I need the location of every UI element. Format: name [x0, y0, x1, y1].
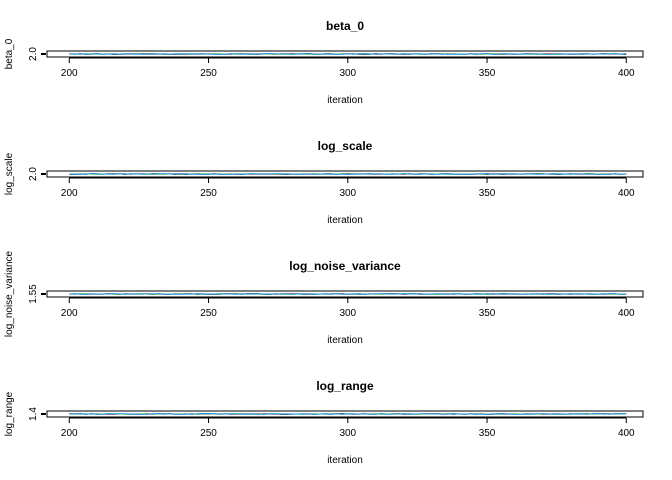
trace-line-series-4	[69, 293, 627, 295]
x-tick-label: 400	[618, 428, 635, 439]
x-tick-label: 250	[200, 68, 217, 79]
y-axis-label: log_scale	[4, 152, 15, 195]
trace-line-series-4	[69, 53, 627, 55]
x-axis-label: iteration	[327, 335, 363, 346]
y-axis-label: log_range	[4, 391, 15, 436]
trace-panel-2: log_noise_variance 200 250 300 350 400 1.55 ite…	[4, 250, 644, 346]
trace-line-series-4	[69, 413, 627, 415]
plot-frame	[46, 50, 644, 58]
series-group	[69, 413, 627, 415]
x-tick-label: 250	[200, 308, 217, 319]
x-tick-label: 350	[479, 188, 496, 199]
plot-frame	[46, 290, 644, 298]
x-axis-label: iteration	[327, 455, 363, 466]
x-axis-label: iteration	[327, 215, 363, 226]
trace-panel-0: beta_0 200 250 300 350 400 2.0 iteration beta_0	[4, 19, 644, 106]
x-tick-label: 200	[61, 68, 78, 79]
x-tick-label: 300	[339, 428, 356, 439]
trace-line-series-4	[69, 173, 627, 175]
x-tick-label: 400	[618, 308, 635, 319]
series-group	[69, 173, 627, 175]
trace-panel-3: log_range 200 250 300 350 400 1.4 iteration log_…	[4, 379, 644, 466]
x-tick-label: 200	[61, 188, 78, 199]
trace-panel-1: log_scale 200 250 300 350 400 2.0 iteration log_…	[4, 139, 644, 226]
x-tick-label: 400	[618, 188, 635, 199]
x-tick-label: 300	[339, 308, 356, 319]
plot-frame	[46, 410, 644, 418]
x-tick-label: 350	[479, 68, 496, 79]
y-tick-label: 2.0	[28, 47, 39, 61]
y-tick-label: 1.4	[28, 407, 39, 421]
x-tick-label: 300	[339, 188, 356, 199]
y-tick-label: 1.55	[28, 284, 39, 304]
panel-title: log_range	[316, 379, 374, 393]
y-tick-label: 2.0	[28, 167, 39, 181]
x-tick-label: 300	[339, 68, 356, 79]
x-tick-label: 200	[61, 308, 78, 319]
x-tick-label: 200	[61, 428, 78, 439]
y-axis-label: beta_0	[4, 38, 15, 69]
x-tick-label: 250	[200, 188, 217, 199]
x-axis-label: iteration	[327, 95, 363, 106]
x-tick-label: 350	[479, 428, 496, 439]
x-tick-label: 400	[618, 68, 635, 79]
y-axis-label: log_noise_variance	[4, 250, 15, 337]
series-group	[69, 53, 627, 55]
series-group	[69, 293, 627, 295]
panel-title: log_noise_variance	[289, 259, 401, 273]
plot-frame	[46, 170, 644, 178]
panel-title: beta_0	[326, 19, 364, 33]
x-tick-label: 250	[200, 428, 217, 439]
x-tick-label: 350	[479, 308, 496, 319]
panel-title: log_scale	[318, 139, 373, 153]
